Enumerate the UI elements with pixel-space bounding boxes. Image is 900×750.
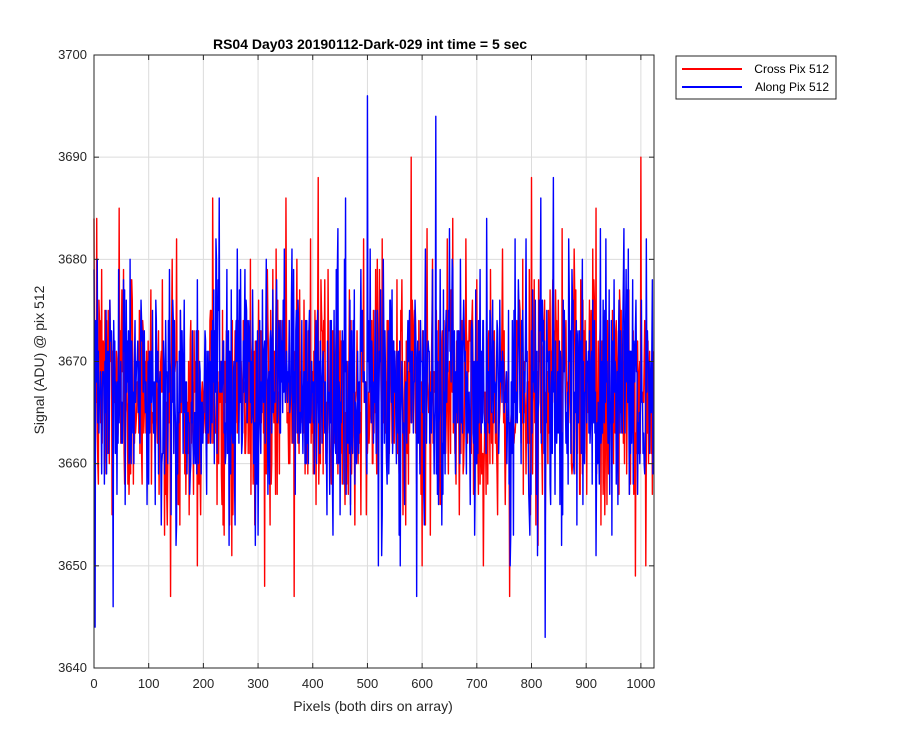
x-tick-label: 600 [411, 676, 433, 691]
x-tick-label: 1000 [626, 676, 655, 691]
x-tick-label: 700 [466, 676, 488, 691]
legend-label-along: Along Pix 512 [755, 80, 829, 94]
y-tick-label: 3680 [58, 251, 87, 266]
y-tick-label: 3670 [58, 354, 87, 369]
y-axis: 3640 3650 3660 3670 3680 3690 3700 [58, 47, 654, 675]
legend-label-cross: Cross Pix 512 [754, 62, 829, 76]
legend: Cross Pix 512 Along Pix 512 [675, 55, 837, 100]
y-tick-label: 3690 [58, 149, 87, 164]
x-axis-label: Pixels (both dirs on array) [293, 698, 453, 714]
legend-box [675, 55, 837, 100]
y-tick-label: 3640 [58, 660, 87, 675]
series-layer [93, 95, 655, 639]
chart-title: RS04 Day03 20190112-Dark-029 int time = … [213, 36, 527, 52]
x-tick-label: 800 [521, 676, 543, 691]
x-tick-label: 900 [575, 676, 597, 691]
x-tick-label: 100 [138, 676, 160, 691]
x-tick-label: 0 [90, 676, 97, 691]
series-line-along-pix-512 [93, 95, 655, 639]
y-tick-label: 3650 [58, 558, 87, 573]
x-tick-label: 300 [247, 676, 269, 691]
x-tick-label: 200 [193, 676, 215, 691]
x-tick-label: 500 [357, 676, 379, 691]
y-axis-label: Signal (ADU) @ pix 512 [31, 285, 47, 434]
y-tick-label: 3660 [58, 456, 87, 471]
x-tick-label: 400 [302, 676, 324, 691]
y-tick-label: 3700 [58, 47, 87, 62]
x-axis: 0 100 200 300 400 500 600 700 800 900 1000 [90, 55, 655, 691]
